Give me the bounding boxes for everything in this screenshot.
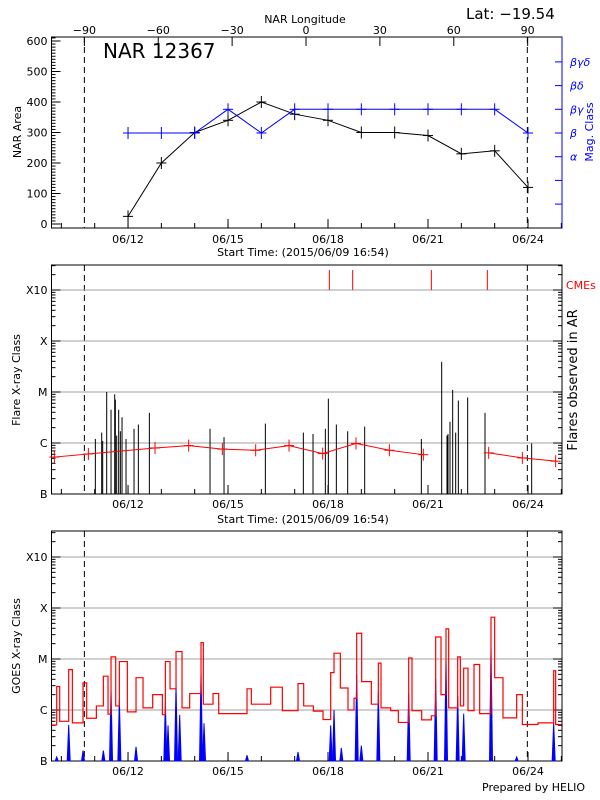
x-tick-label: 06/18	[312, 765, 344, 778]
y-tick-label: C	[40, 437, 48, 450]
y-tick-label: X	[40, 602, 48, 615]
y-tick-label: 0	[41, 218, 48, 231]
goes-short-spike	[359, 745, 364, 762]
y-tick-label: C	[40, 704, 48, 717]
goes-short-spike	[433, 678, 438, 762]
x-tick-label: 06/12	[112, 765, 144, 778]
y-tick-label: X10	[26, 284, 48, 297]
x-tick-label: 06/21	[412, 765, 444, 778]
top-tick-label: 0	[303, 24, 310, 37]
x-axis-title-1: Start Time: (2015/06/09 16:54)	[217, 246, 389, 259]
plot-frame-3	[51, 530, 563, 762]
y-tick-label: 200	[27, 157, 48, 170]
goes-short-spike	[109, 689, 114, 762]
goes-short-spike	[551, 722, 556, 762]
y-tick-label: M	[38, 653, 48, 666]
x-tick-label: 06/15	[212, 233, 244, 246]
goes-short-spike	[244, 755, 250, 762]
latitude-label: Lat: −19.54	[466, 5, 555, 23]
goes-short-spike	[133, 746, 139, 762]
goes-short-spike	[295, 751, 301, 762]
goes-short-spike	[177, 714, 182, 762]
top-tick-label: 60	[447, 24, 461, 37]
top-tick-label: −90	[73, 24, 96, 37]
x-tick-label: 06/12	[112, 233, 144, 246]
mag-tick-label: βγ	[569, 103, 584, 116]
goes-short-spike	[354, 673, 359, 762]
top-tick-label: −60	[147, 24, 170, 37]
x-axis-title-2: Start Time: (2015/06/09 16:54)	[217, 513, 389, 526]
goes-short-spike	[101, 750, 106, 762]
goes-long-line	[51, 616, 562, 726]
mag-tick-label: β	[569, 127, 577, 140]
y-tick-label: B	[40, 755, 48, 768]
top-tick-label: −30	[221, 24, 244, 37]
y-tick-label: B	[40, 488, 48, 501]
x-tick-label: 06/21	[412, 498, 444, 511]
goes-short-spike	[406, 693, 411, 762]
mag-tick-label: α	[570, 151, 578, 164]
goes-short-spike	[54, 755, 59, 762]
x-tick-label: 06/21	[412, 233, 444, 246]
y-tick-label: 100	[27, 188, 48, 201]
y-tick-label: X	[40, 335, 48, 348]
y-tick-label: 600	[27, 35, 48, 48]
daily-average-line	[54, 442, 424, 458]
y-axis-title-goes: GOES X-ray Class	[10, 598, 23, 694]
goes-short-spike	[174, 685, 179, 762]
goes-short-spike	[455, 695, 460, 762]
x-tick-label: 06/12	[112, 498, 144, 511]
x-tick-label: 06/18	[312, 498, 344, 511]
top-axis-title: NAR Longitude	[264, 13, 346, 26]
x-tick-label: 06/18	[312, 233, 344, 246]
goes-short-spike	[376, 692, 381, 762]
y-tick-label: 500	[27, 66, 48, 79]
region-title: NAR 12367	[103, 39, 216, 63]
mag-tick-label: βδ	[569, 80, 584, 93]
y2-axis-title-mag: Mag. Class	[583, 102, 596, 161]
goes-short-spike	[444, 657, 449, 762]
goes-short-spike	[66, 724, 71, 762]
y-tick-label: M	[38, 386, 48, 399]
goes-short-spike	[339, 747, 344, 762]
y-axis-title-flare: Flare X-ray Class	[10, 334, 23, 426]
x-tick-label: 06/24	[512, 233, 544, 246]
cme-label: CMEs	[566, 279, 596, 292]
mag-tick-label: βγδ	[569, 56, 591, 69]
goes-short-spike	[166, 725, 171, 762]
y2-axis-title-flares: Flares observed in AR	[566, 309, 581, 450]
y-tick-label: 400	[27, 96, 48, 109]
plot-frame-2	[51, 264, 563, 495]
x-tick-label: 06/24	[512, 498, 544, 511]
top-tick-label: 30	[373, 24, 387, 37]
x-tick-label: 06/15	[212, 498, 244, 511]
goes-short-spike	[199, 672, 204, 762]
y-axis-title-area: NAR Area	[11, 106, 24, 158]
goes-short-spike	[80, 750, 86, 762]
y-tick-label: X10	[26, 551, 48, 564]
goes-short-spike	[331, 709, 337, 762]
goes-short-spike	[202, 723, 207, 762]
y-tick-label: 300	[27, 127, 48, 140]
top-tick-label: 90	[521, 24, 535, 37]
x-tick-label: 06/24	[512, 765, 544, 778]
goes-short-spike	[514, 755, 519, 762]
goes-short-spike	[163, 702, 168, 762]
goes-short-spike	[328, 725, 333, 762]
x-tick-label: 06/15	[212, 765, 244, 778]
goes-short-spike	[461, 713, 466, 762]
credit-label: Prepared by HELIO	[482, 781, 585, 794]
goes-short-spike	[117, 699, 122, 762]
